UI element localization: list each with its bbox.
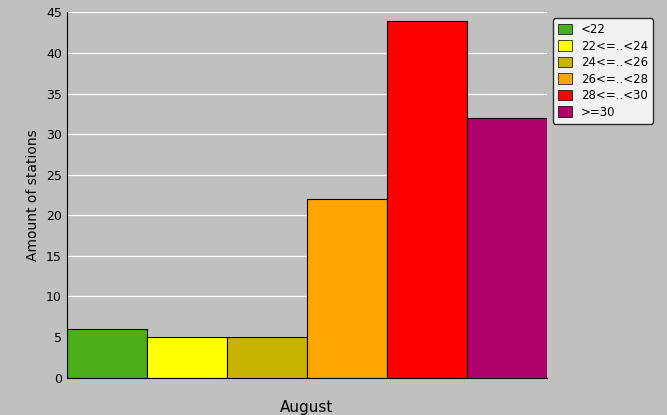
Bar xyxy=(67,329,147,378)
Bar xyxy=(227,337,307,378)
Bar xyxy=(387,21,467,378)
Bar xyxy=(147,337,227,378)
Legend: <22, 22<=..<24, 24<=..<26, 26<=..<28, 28<=..<30, >=30: <22, 22<=..<24, 24<=..<26, 26<=..<28, 28… xyxy=(553,18,653,124)
Text: August: August xyxy=(280,400,334,415)
Y-axis label: Amount of stations: Amount of stations xyxy=(27,129,41,261)
Bar xyxy=(307,199,387,378)
Bar xyxy=(467,118,547,378)
